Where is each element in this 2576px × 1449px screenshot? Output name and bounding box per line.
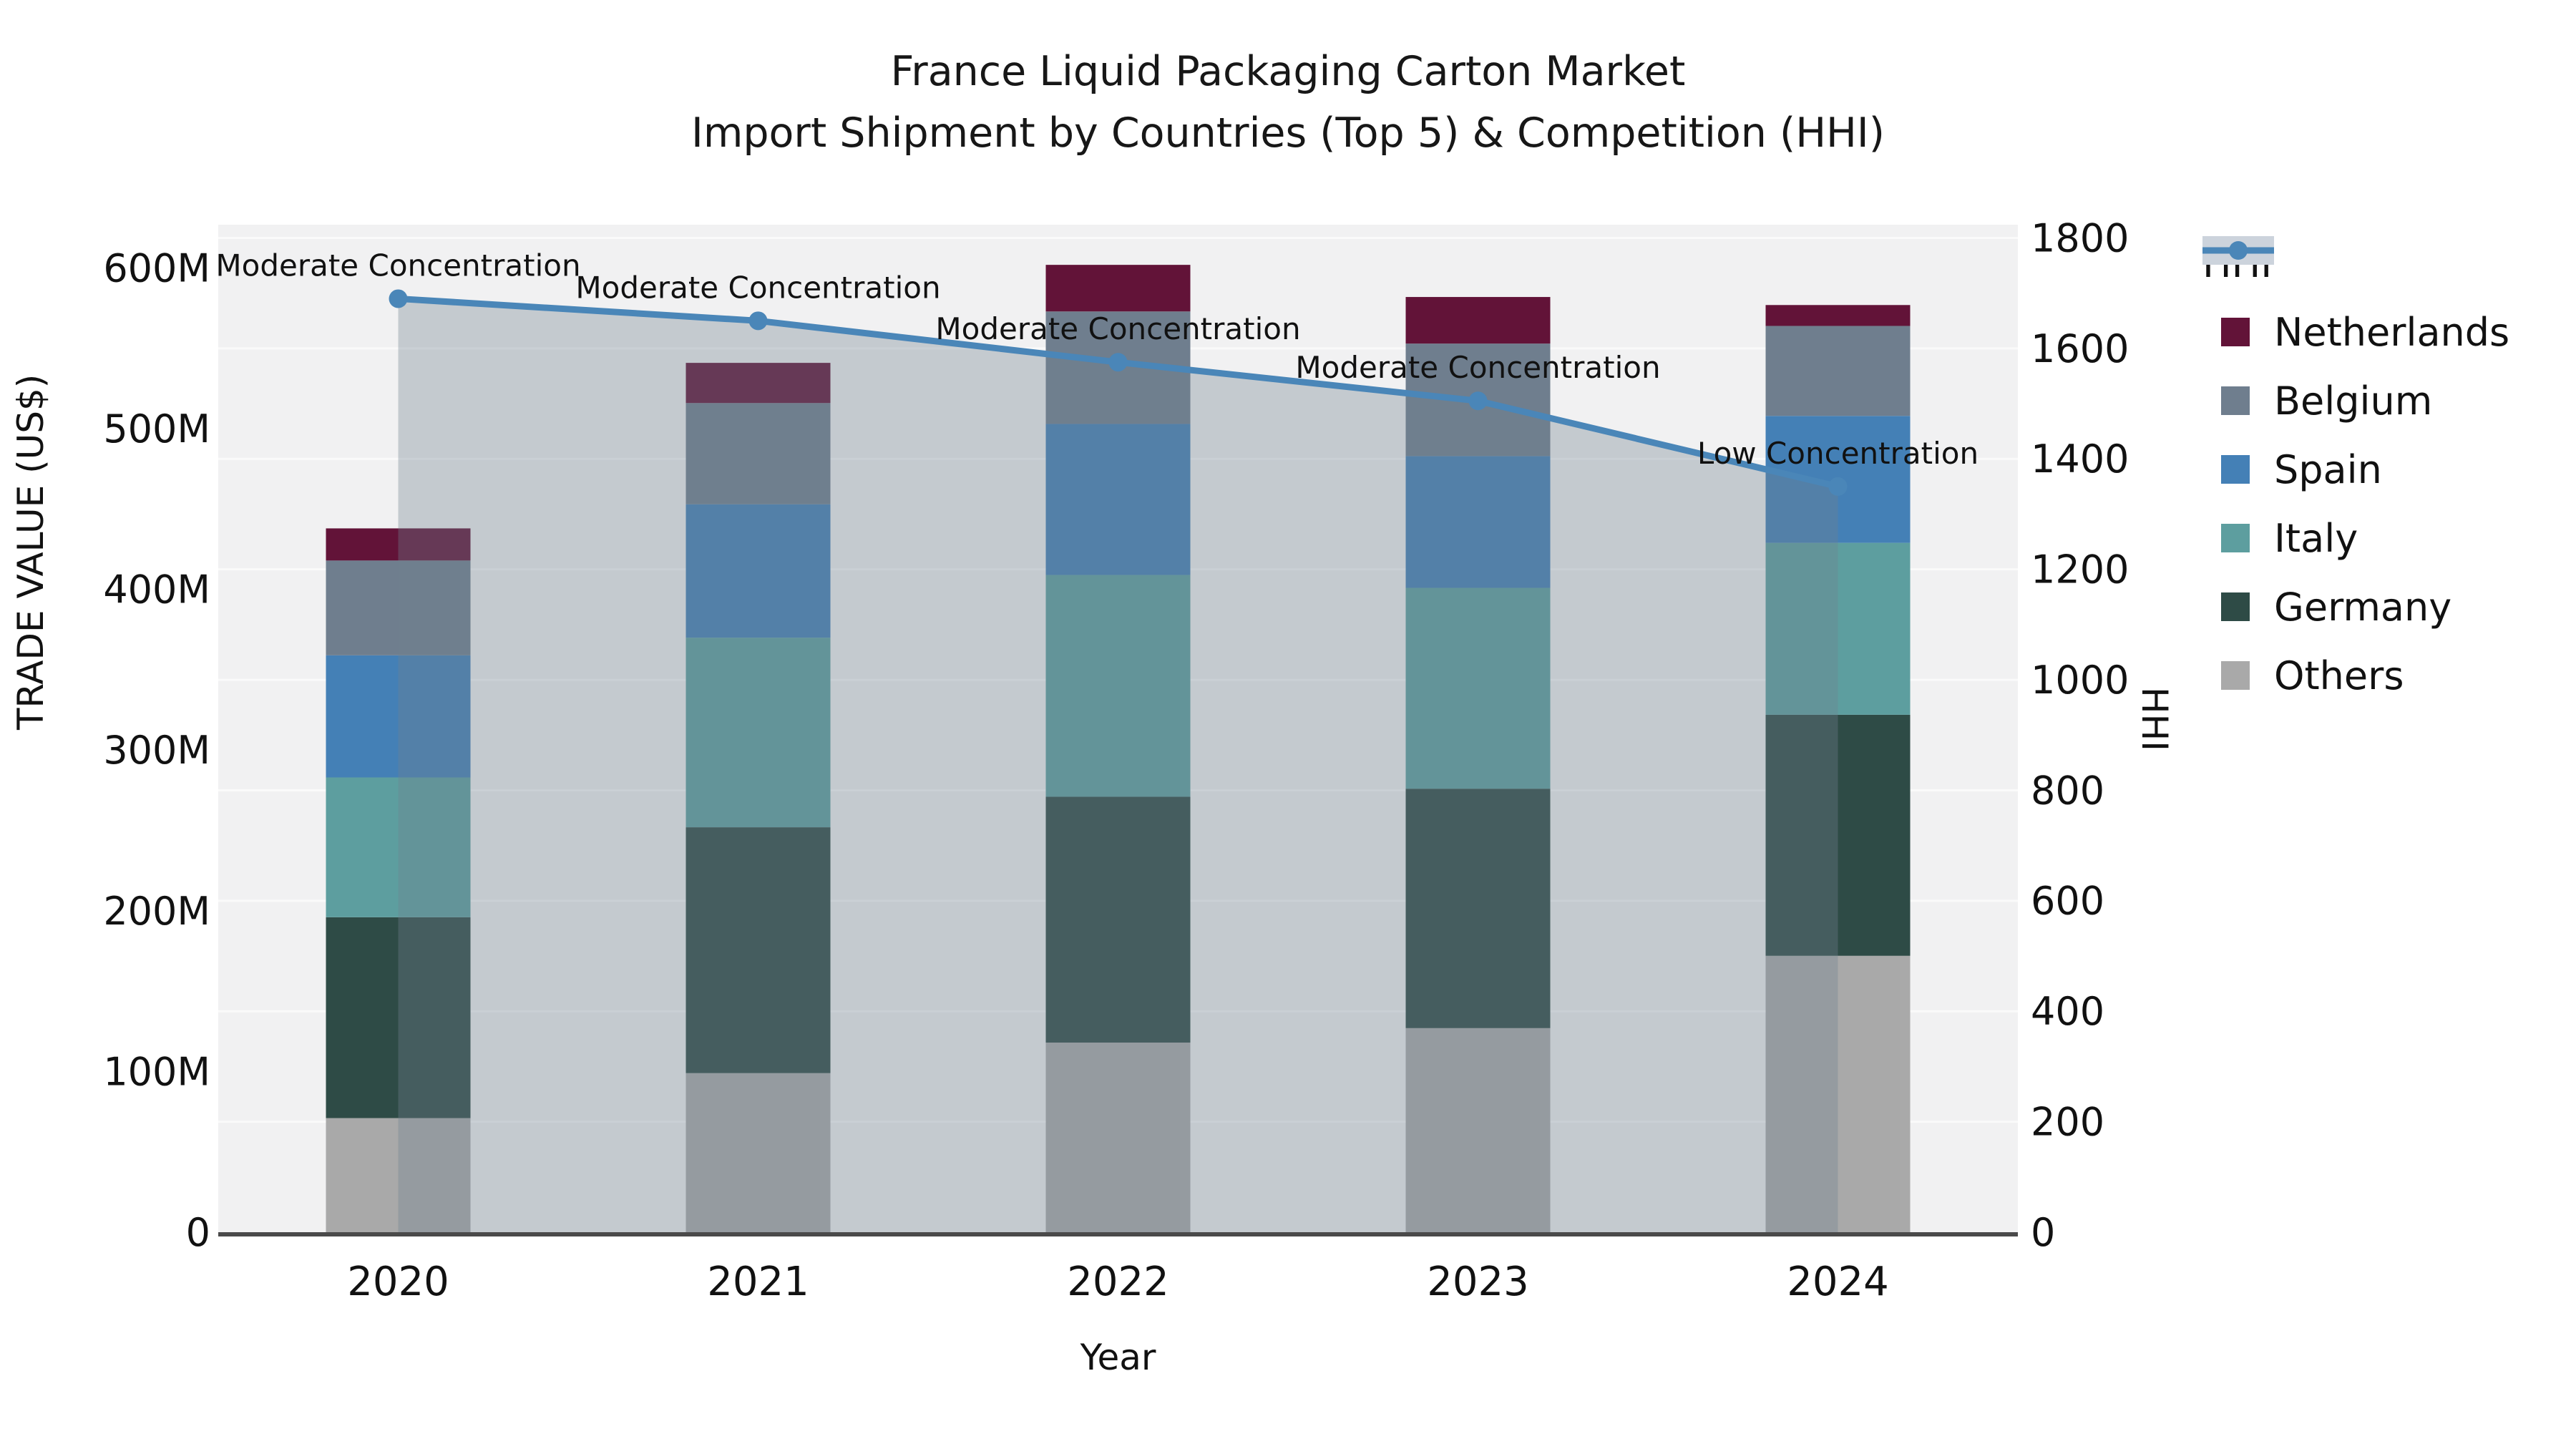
legend-item-italy: Italy — [2202, 504, 2509, 572]
x-tick-label: 2021 — [707, 1259, 809, 1305]
legend-label: Belgium — [2274, 378, 2433, 424]
y-tick-left: 500M — [103, 406, 210, 452]
y-tick-left: 400M — [103, 567, 210, 613]
legend-item-germany: Germany — [2202, 572, 2509, 641]
legend-swatch-others — [2221, 661, 2250, 690]
hhi-marker-2021 — [748, 311, 768, 331]
bar-segment-others-2023 — [1405, 1028, 1551, 1232]
y-tick-right: 400 — [2031, 989, 2104, 1034]
hhi-marker-2022 — [1108, 353, 1128, 372]
x-tick-label: 2022 — [1067, 1259, 1169, 1305]
hhi-marker-2023 — [1468, 391, 1488, 411]
bar-segment-italy-2022 — [1045, 575, 1191, 797]
bar-segment-spain-2022 — [1045, 424, 1191, 575]
bar-segment-germany-2021 — [686, 827, 831, 1073]
legend-label: Spain — [2274, 447, 2382, 492]
legend-item-others: Others — [2202, 641, 2509, 710]
y-tick-right: 1600 — [2031, 326, 2129, 371]
bar-segment-belgium-2021 — [686, 403, 831, 504]
legend-swatch-netherlands — [2221, 318, 2250, 346]
legend-item-hhi: HHI — [2202, 229, 2509, 298]
bar-segment-others-2024 — [1765, 955, 1911, 1232]
bar-segment-germany-2022 — [1045, 796, 1191, 1043]
y-tick-right: 0 — [2031, 1210, 2055, 1255]
chart-title-line1: France Liquid Packaging Carton Market — [890, 48, 1686, 95]
legend-item-belgium: Belgium — [2202, 366, 2509, 435]
y-tick-left: 600M — [103, 246, 210, 291]
legend-swatch-germany — [2221, 592, 2250, 621]
legend-label: Others — [2274, 653, 2404, 698]
bar-segment-belgium-2020 — [326, 560, 471, 655]
bar-segment-italy-2020 — [326, 777, 471, 917]
x-axis-title: Year — [1080, 1337, 1156, 1378]
bar-segment-netherlands-2021 — [686, 363, 831, 404]
hhi-marker-2020 — [389, 289, 408, 308]
annotation-2023: Moderate Concentration — [1295, 350, 1660, 385]
bar-segment-others-2020 — [326, 1118, 471, 1232]
legend-swatch-belgium — [2221, 386, 2250, 415]
bar-segment-germany-2020 — [326, 917, 471, 1118]
bar-segment-others-2021 — [686, 1073, 831, 1232]
chart-title: France Liquid Packaging Carton Market Im… — [0, 42, 2576, 164]
bar-segment-spain-2023 — [1405, 456, 1551, 588]
x-tick-label: 2023 — [1427, 1259, 1529, 1305]
legend-swatch-spain — [2221, 455, 2250, 484]
annotation-2024: Low Concentration — [1697, 436, 1979, 471]
y-tick-right: 800 — [2031, 768, 2104, 813]
bar-segment-belgium-2024 — [1765, 326, 1911, 416]
y-tick-left: 100M — [103, 1049, 210, 1094]
bar-segment-germany-2024 — [1765, 714, 1911, 956]
bar-segment-netherlands-2024 — [1765, 305, 1911, 326]
legend: HHI Netherlands Belgium Spain Italy Germany Ot… — [2202, 229, 2509, 710]
bar-segment-italy-2023 — [1405, 587, 1551, 789]
x-tick-label: 2020 — [347, 1259, 449, 1305]
legend-label: Netherlands — [2274, 309, 2510, 355]
y-tick-left: 300M — [103, 728, 210, 773]
x-tick-label: 2024 — [1787, 1259, 1889, 1305]
y-tick-right: 200 — [2031, 1100, 2104, 1145]
hhi-marker-2024 — [1828, 477, 1848, 496]
y-tick-right: 600 — [2031, 879, 2104, 924]
legend-hhi-symbol — [2202, 236, 2274, 265]
annotation-2020: Moderate Concentration — [215, 248, 580, 283]
bar-segment-italy-2021 — [686, 638, 831, 828]
legend-item-netherlands: Netherlands — [2202, 298, 2509, 366]
bar-segment-germany-2023 — [1405, 789, 1551, 1028]
bar-segment-spain-2021 — [686, 504, 831, 638]
annotation-2022: Moderate Concentration — [935, 311, 1300, 346]
y-tick-left: 200M — [103, 889, 210, 934]
y-tick-right: 1000 — [2031, 658, 2129, 703]
x-axis-spine — [218, 1232, 2018, 1236]
legend-label: Germany — [2274, 584, 2452, 630]
bar-segment-netherlands-2020 — [326, 528, 471, 561]
chart-title-line2: Import Shipment by Countries (Top 5) & C… — [691, 109, 1885, 157]
bar-segment-others-2022 — [1045, 1043, 1191, 1232]
y-tick-right: 1400 — [2031, 436, 2129, 482]
bar-segment-netherlands-2022 — [1045, 265, 1191, 312]
bar-segment-netherlands-2023 — [1405, 297, 1551, 344]
legend-label: Italy — [2274, 515, 2358, 561]
y-tick-right: 1200 — [2031, 547, 2129, 592]
hhi-area — [398, 298, 1838, 1232]
y-tick-left: 0 — [186, 1210, 210, 1255]
legend-item-spain: Spain — [2202, 435, 2509, 504]
y-tick-right: 1800 — [2031, 215, 2129, 260]
legend-swatch-italy — [2221, 524, 2250, 552]
bar-segment-spain-2020 — [326, 655, 471, 778]
bar-segment-italy-2024 — [1765, 542, 1911, 715]
annotation-2021: Moderate Concentration — [575, 270, 940, 305]
